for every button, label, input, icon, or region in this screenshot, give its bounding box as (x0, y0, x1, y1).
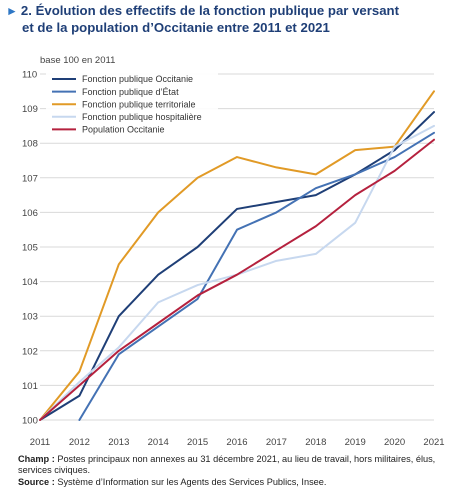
y-tick-label: 102 (22, 346, 38, 357)
legend-entry: Fonction publique d’État (82, 87, 179, 97)
x-tick-label: 2019 (345, 437, 366, 448)
series-line-3 (39, 90, 435, 421)
x-tick-label: 2017 (266, 437, 287, 448)
y-tick-label: 105 (22, 243, 38, 254)
y-tick-label: 107 (22, 173, 38, 184)
series-line-1 (39, 111, 435, 421)
source-note: Source : Système d’Information sur les A… (18, 477, 448, 488)
champ-note: Champ : Postes principaux non annexes au… (18, 454, 448, 477)
unit-label: base 100 en 2011 (40, 55, 116, 66)
x-tick-label: 2020 (384, 437, 405, 448)
y-tick-label: 100 (22, 416, 38, 427)
legend-entry: Fonction publique Occitanie (82, 74, 193, 84)
x-tick-label: 2013 (108, 437, 129, 448)
x-tick-label: 2018 (305, 437, 326, 448)
figure-number: 2. (20, 3, 32, 18)
x-tick-label: 2011 (30, 437, 50, 448)
source-label: Source : (18, 476, 55, 487)
y-tick-label: 110 (22, 70, 37, 81)
y-tick-label: 108 (22, 139, 38, 150)
title-line-1: Évolution des effectifs de la fonction p… (35, 3, 400, 18)
series-line-5 (39, 138, 435, 421)
x-tick-label: 2012 (69, 437, 90, 448)
y-tick-label: 104 (22, 277, 38, 288)
legend-entry: Population Occitanie (82, 125, 165, 135)
series-line-4 (39, 124, 435, 421)
legend-entry: Fonction publique hospitalière (82, 112, 202, 122)
source-text: Système d’Information sur les Agents des… (57, 476, 327, 487)
champ-text: Postes principaux non annexes au 31 déce… (18, 454, 436, 476)
x-tick-label: 2014 (148, 437, 169, 448)
triangle-right-icon: ► (6, 4, 18, 18)
y-tick-label: 106 (22, 208, 38, 219)
y-tick-label: 101 (22, 381, 38, 392)
y-tick-label: 109 (22, 104, 38, 115)
x-tick-label: 2016 (226, 437, 247, 448)
title-line-2: et de la population d’Occitanie entre 20… (22, 19, 330, 35)
chart-title: ► 2. Évolution des effectifs de la foncti… (6, 3, 458, 35)
champ-label: Champ : (18, 454, 55, 464)
series-line-2 (78, 131, 435, 421)
y-tick-label: 103 (22, 312, 38, 323)
x-tick-label: 2021 (423, 437, 444, 448)
x-tick-label: 2015 (187, 437, 208, 448)
legend-entry: Fonction publique territoriale (82, 99, 196, 109)
chart-notes: Champ : Postes principaux non annexes au… (18, 454, 448, 488)
